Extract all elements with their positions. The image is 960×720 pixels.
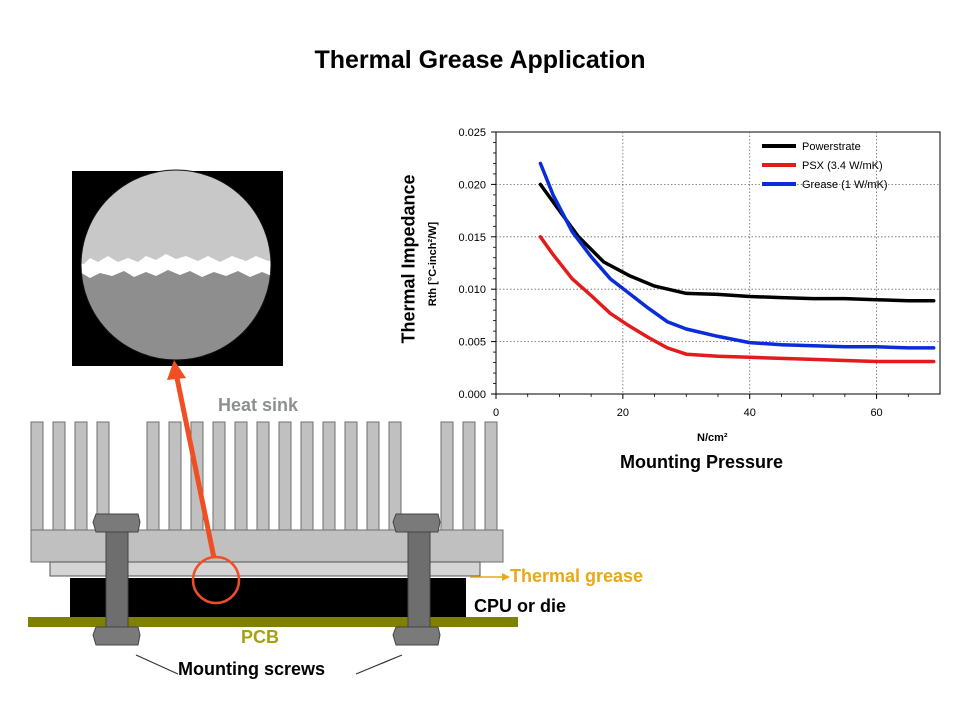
thermal-grease-label: Thermal grease <box>510 566 644 586</box>
chart-grid <box>495 131 941 395</box>
screw-callout-line-right <box>355 654 403 675</box>
thermal-grease-layer <box>49 561 481 577</box>
heat-sink-assembly-diagram <box>28 169 518 675</box>
y-tick-label: 0.025 <box>458 127 486 139</box>
micrograph-inset <box>72 169 283 366</box>
chart-series <box>538 161 936 364</box>
chart-ticks: 0.000 0.005 0.010 0.015 0.020 0.025 0 20 40 60 <box>458 127 909 419</box>
mounting-screw-left <box>92 513 141 646</box>
series-line-0 <box>538 182 936 303</box>
series-line-2 <box>538 161 936 350</box>
mounting-screw-right <box>392 513 441 646</box>
thermal-grease-pointer <box>470 573 510 581</box>
legend-label: Grease (1 W/mK) <box>802 179 888 191</box>
heat-sink <box>30 421 504 563</box>
chart-y-axis-unit: Rth [°C-inch²/W] <box>427 221 439 307</box>
x-tick-label: 40 <box>744 407 756 419</box>
chart-plot-area <box>495 131 941 395</box>
legend-label: Powerstrate <box>802 141 861 153</box>
y-tick-label: 0.010 <box>458 284 486 296</box>
x-tick-label: 20 <box>617 407 629 419</box>
heat-sink-label: Heat sink <box>218 395 299 415</box>
chart-x-axis-unit: N/cm² <box>697 432 728 444</box>
chart-y-axis-title: Thermal Impedance <box>398 174 419 344</box>
zoom-arrow <box>167 360 241 605</box>
series-line-1 <box>538 235 936 364</box>
y-tick-label: 0.015 <box>458 232 486 244</box>
y-tick-label: 0.005 <box>458 337 486 349</box>
thermal-impedance-chart: 0.000 0.005 0.010 0.015 0.020 0.025 0 20 40 60 Po… <box>458 127 941 419</box>
y-tick-label: 0.000 <box>458 389 486 401</box>
x-tick-label: 0 <box>493 407 499 419</box>
chart-legend: Powerstrate PSX (3.4 W/mK) Grease (1 W/mK) <box>762 141 888 191</box>
x-tick-label: 60 <box>870 407 882 419</box>
pcb-board <box>28 617 518 627</box>
mounting-screws-label: Mounting screws <box>178 659 326 679</box>
chart-x-axis-title: Mounting Pressure <box>620 452 784 472</box>
pcb-label: PCB <box>241 627 280 647</box>
screw-callout-line-left <box>135 654 179 675</box>
page-title: Thermal Grease Application <box>314 46 646 74</box>
legend-label: PSX (3.4 W/mK) <box>802 160 883 172</box>
y-tick-label: 0.020 <box>458 179 486 191</box>
cpu-die <box>70 578 466 618</box>
cpu-label: CPU or die <box>474 596 567 616</box>
